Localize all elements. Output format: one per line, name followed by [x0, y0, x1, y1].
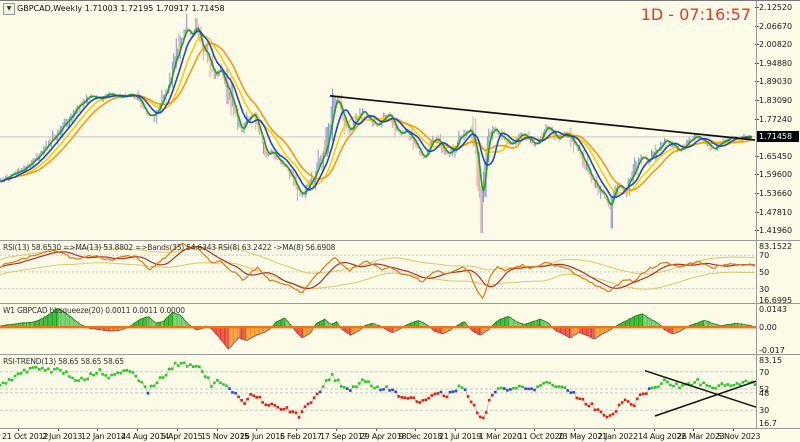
- symbol-dropdown-button[interactable]: ▼: [3, 3, 15, 15]
- price-axis-label: 1.41960: [759, 226, 793, 235]
- date-axis-tick: [137, 428, 138, 431]
- squeeze-indicator-label: W1 GBPCAD bbsqueeze(20) 0.0011 0.0011 0.…: [3, 306, 185, 315]
- axis-vertical-separator: [756, 1, 757, 428]
- date-axis-tick: [574, 428, 575, 431]
- price-axis-label: 1.59600: [759, 170, 793, 179]
- price-axis-label: 1.94880: [759, 59, 793, 68]
- price-axis-tick: [755, 212, 759, 213]
- date-axis-label: 15 Nov 2015: [201, 432, 249, 441]
- trend-axis-label: 30: [759, 406, 770, 415]
- date-axis-label: 2 Jan 2022: [598, 432, 638, 441]
- date-axis-label: 2 Jun 2013: [42, 432, 83, 441]
- date-axis-label: 29 Apr 2018: [360, 432, 407, 441]
- date-axis-tick: [376, 428, 377, 431]
- squeeze-panel-canvas[interactable]: [0, 304, 756, 354]
- date-axis-label: 12 Jan 2014: [81, 432, 126, 441]
- candle-countdown-timer: 1D - 07:16:57: [640, 5, 751, 24]
- rsi-axis-label: 70: [759, 251, 770, 260]
- date-axis-tick: [296, 428, 297, 431]
- trend-axis-label: 52: [759, 385, 770, 394]
- price-axis-tick: [755, 100, 759, 101]
- rsi-axis-label: 30: [759, 285, 770, 294]
- price-axis-tick: [755, 81, 759, 82]
- date-axis-tick: [18, 428, 19, 431]
- current-price-badge: 1.71458: [757, 131, 799, 142]
- rsi-axis-label: 83.1522: [759, 242, 793, 251]
- date-axis-tick: [614, 428, 615, 431]
- date-axis-label: 5 Apr 2015: [161, 432, 203, 441]
- price-axis-tick: [755, 119, 759, 120]
- date-axis-tick: [336, 428, 337, 431]
- panel-separator-3: [0, 354, 800, 355]
- date-axis-label: 9 Dec 2018: [399, 432, 443, 441]
- squeeze-axis-label: 0.0143: [759, 305, 787, 314]
- date-axis-tick: [654, 428, 655, 431]
- rsi-axis-label: 16.6995: [759, 296, 793, 305]
- squeeze-axis-label: 0.00: [759, 323, 777, 332]
- price-axis-label: 1.53660: [759, 189, 793, 198]
- price-axis-tick: [755, 26, 759, 27]
- price-axis-label: 1.77240: [759, 115, 793, 124]
- date-axis-tick: [415, 428, 416, 431]
- date-axis-label: 24 Aug 2014: [121, 432, 169, 441]
- price-axis-tick: [755, 44, 759, 45]
- panel-separator-2: [0, 303, 800, 304]
- date-axis-label: 23 May 2021: [558, 432, 607, 441]
- main-chart-canvas[interactable]: [0, 1, 756, 241]
- trend-axis-label: 70: [759, 368, 770, 377]
- price-axis-tick: [755, 193, 759, 194]
- price-axis-tick: [755, 7, 759, 8]
- price-axis-tick: [755, 156, 759, 157]
- panel-separator-4: [0, 428, 800, 429]
- date-axis-tick: [534, 428, 535, 431]
- price-axis-tick: [755, 63, 759, 64]
- rsi-indicator-label: RSI(13) 58.6530 =>MA(13) 53.8802 =>Bands…: [3, 243, 336, 252]
- date-axis-label: 11 Oct 2020: [518, 432, 565, 441]
- panel-separator-1: [0, 240, 800, 241]
- date-axis-label: 17 Sep 2017: [320, 432, 368, 441]
- date-axis-tick: [693, 428, 694, 431]
- price-axis-label: 2.12520: [759, 3, 793, 12]
- date-axis-tick: [97, 428, 98, 431]
- trend-axis-label: 48: [759, 389, 770, 398]
- price-axis-label: 2.00820: [759, 40, 793, 49]
- date-axis-label: 1 Mar 2020: [479, 432, 522, 441]
- date-axis-tick: [455, 428, 456, 431]
- rsi-axis-label: 50: [759, 268, 770, 277]
- rsi-panel-canvas[interactable]: [0, 241, 756, 303]
- price-axis-label: 1.47810: [759, 208, 793, 217]
- price-axis-label: 1.89030: [759, 77, 793, 86]
- date-axis-tick: [217, 428, 218, 431]
- price-axis-tick: [755, 174, 759, 175]
- date-axis-label: 14 Aug 2022: [638, 432, 686, 441]
- price-axis-label: 1.65450: [759, 152, 793, 161]
- date-axis-label: 21 Oct 2012: [2, 432, 49, 441]
- date-axis-tick: [256, 428, 257, 431]
- trend-panel-canvas[interactable]: [0, 355, 756, 428]
- price-axis-tick: [755, 230, 759, 231]
- squeeze-axis-label: -0.017: [759, 346, 785, 355]
- date-axis-label: 26 Jun 2016: [240, 432, 285, 441]
- trend-axis-label: 16.7: [759, 419, 777, 428]
- symbol-ohlc-info: GBPCAD,Weekly 1.71003 1.72195 1.70917 1.…: [17, 4, 225, 13]
- date-axis-label: 26 Mar 2023: [677, 432, 725, 441]
- trend-axis-label: 83.15: [759, 356, 782, 365]
- date-axis-tick: [177, 428, 178, 431]
- price-axis-label: 2.06670: [759, 22, 793, 31]
- date-axis-tick: [58, 428, 59, 431]
- date-axis-label: 21 Jul 2019: [439, 432, 481, 441]
- date-axis-tick: [495, 428, 496, 431]
- date-axis-label: 5 Feb 2017: [280, 432, 322, 441]
- trend-indicator-label: RSI-TREND(13) 58.65 58.65 58.65: [3, 357, 124, 366]
- date-axis-label: 5 Nov 2023: [717, 432, 761, 441]
- price-axis-label: 1.83090: [759, 96, 793, 105]
- date-axis-tick: [733, 428, 734, 431]
